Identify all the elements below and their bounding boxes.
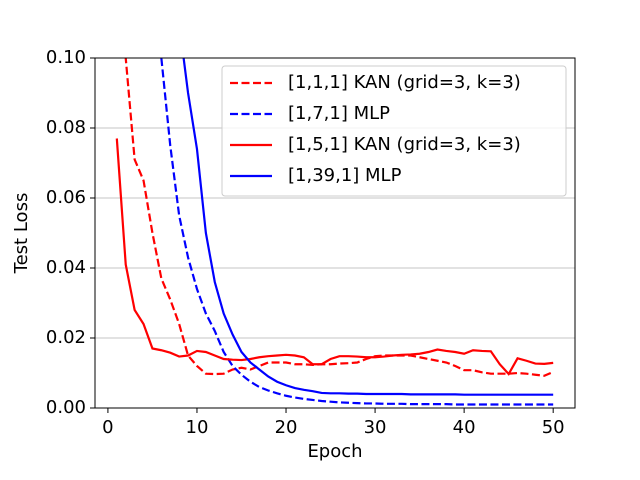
x-tick-label: 10 (186, 417, 209, 438)
plot-area (115, 58, 554, 406)
legend-label: [1,7,1] MLP (288, 103, 390, 124)
y-tick-label: 0.00 (46, 397, 86, 418)
y-tick-label: 0.10 (46, 47, 86, 68)
legend-box (221, 65, 567, 197)
x-tick-label: 40 (453, 417, 476, 438)
legend-label: [1,1,1] KAN (grid=3, k=3) (288, 72, 521, 93)
legend-label: [1,5,1] KAN (grid=3, k=3) (288, 134, 521, 155)
x-axis-label: Epoch (307, 441, 362, 462)
y-axis-label: Test Loss (11, 193, 32, 275)
line (160, 58, 554, 406)
line (115, 138, 554, 376)
line (124, 58, 554, 377)
axes-frame (94, 57, 576, 409)
y-tick-label: 0.06 (46, 187, 86, 208)
x-tick-label: 20 (275, 417, 298, 438)
y-tick-label: 0.02 (46, 327, 86, 348)
x-tick-label: 30 (364, 417, 387, 438)
y-tick-label: 0.08 (46, 117, 86, 138)
legend-label: [1,39,1] MLP (288, 165, 402, 186)
y-tick-label: 0.04 (46, 257, 86, 278)
x-tick-label: 0 (102, 417, 113, 438)
line (182, 58, 554, 396)
x-tick-label: 50 (542, 417, 565, 438)
